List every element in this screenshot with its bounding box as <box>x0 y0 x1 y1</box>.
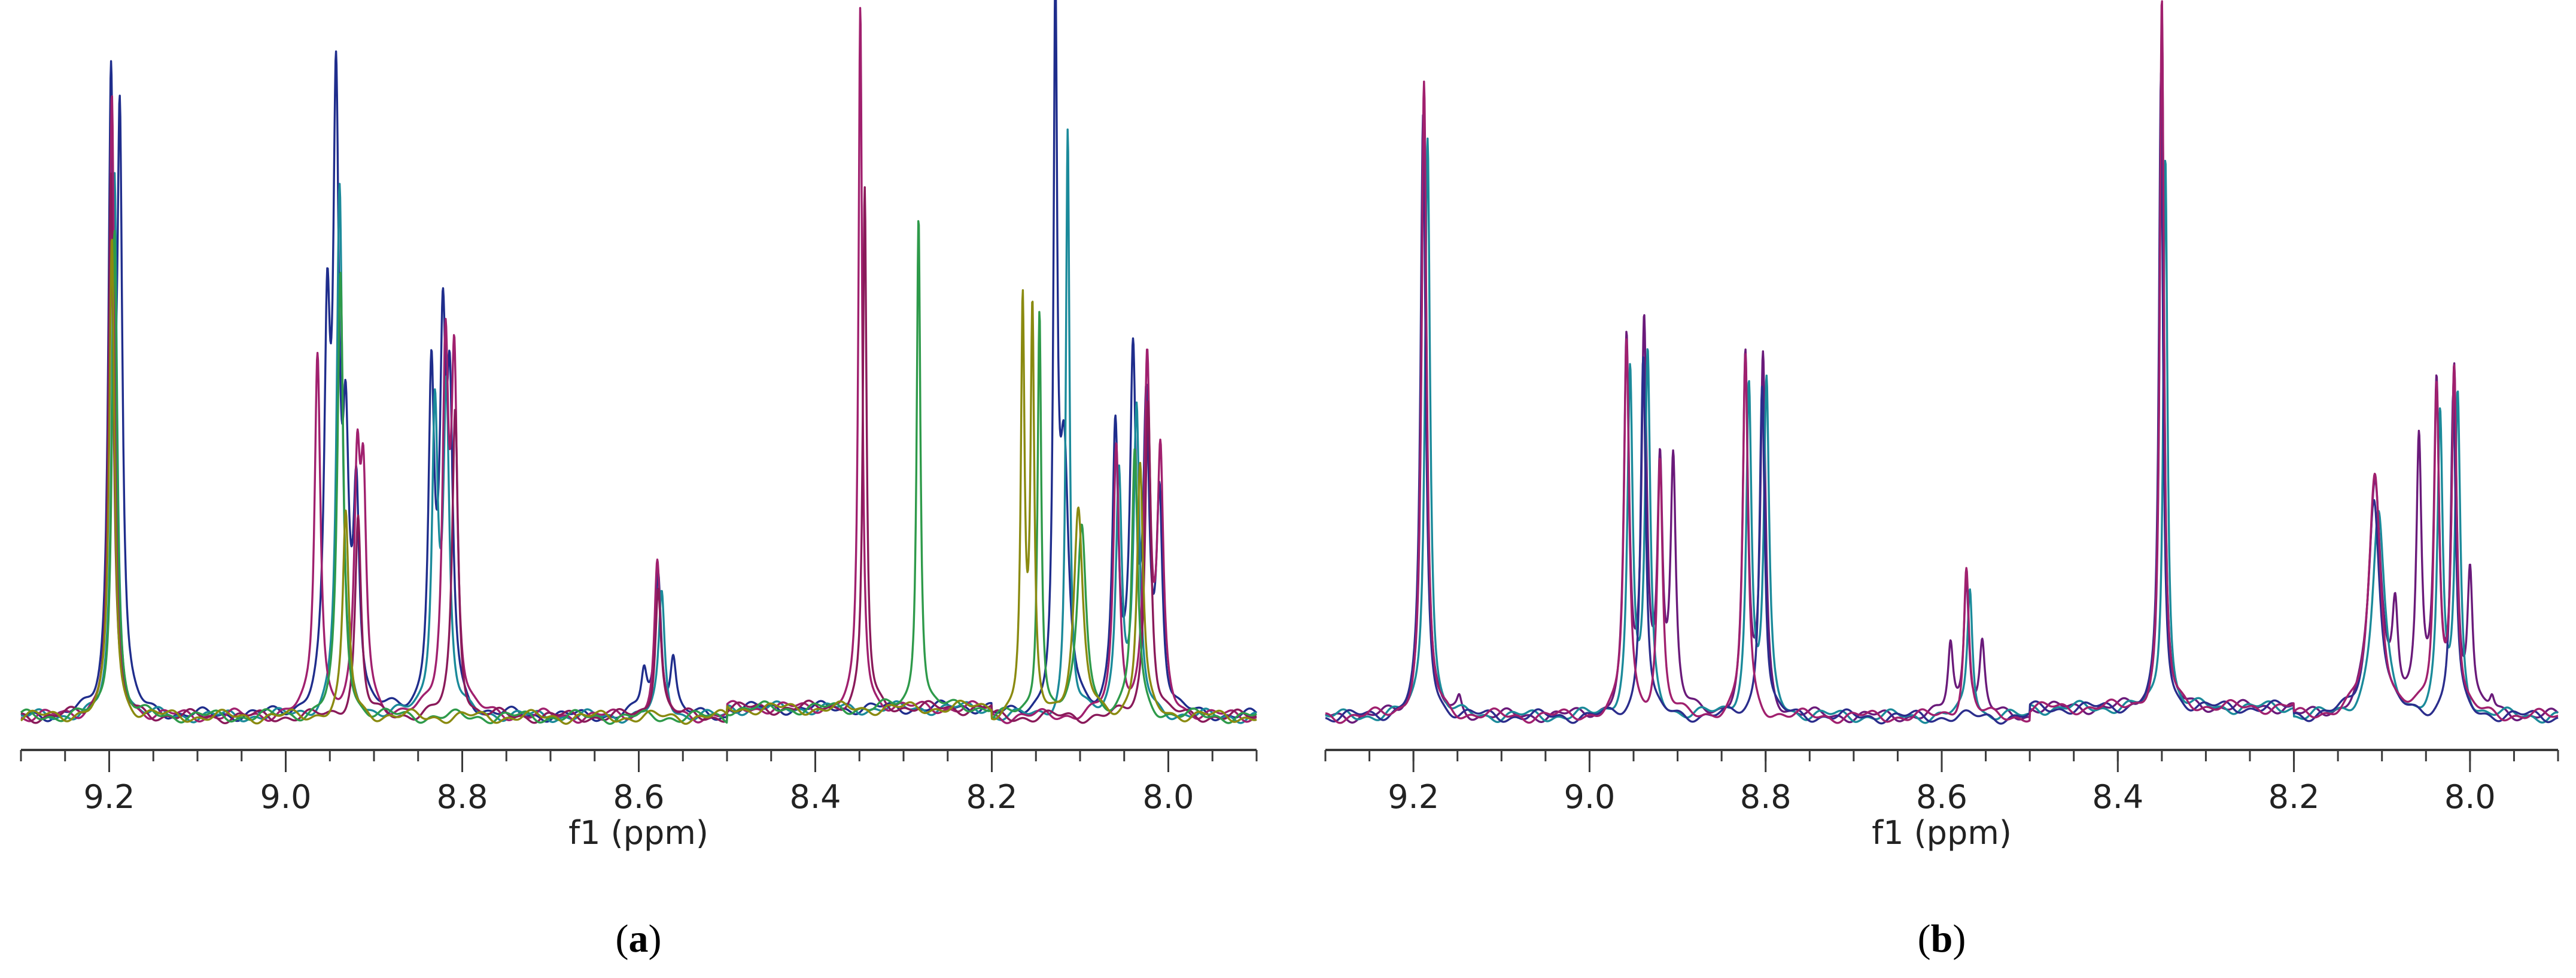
spectrum-a-5 <box>20 220 1257 725</box>
tick-label-a: 9.0 <box>260 778 312 816</box>
tick-label-a: 8.8 <box>437 778 488 816</box>
spectrum-b-3 <box>1325 72 2559 725</box>
x-ticks-b: 9.2 9.0 8.8 8.6 8.4 8.2 8.0 <box>1324 750 2559 816</box>
panel-label-a: (a) <box>616 917 662 961</box>
panel-label-b: (b) <box>1918 917 1966 961</box>
panel-a: 9.2 9.0 8.8 8.6 8.4 8.2 8.0 f1 (ppm) (a) <box>20 0 1258 961</box>
tick-label-b: 9.0 <box>1564 778 1615 816</box>
panel-letter-a: a <box>629 917 649 961</box>
spectrum-a-1 <box>20 0 1258 723</box>
tick-label-a: 8.0 <box>1143 778 1194 816</box>
x-ticks-a: 9.2 9.0 8.8 8.6 8.4 8.2 8.0 <box>20 750 1258 816</box>
x-axis-title-b: f1 (ppm) <box>1872 814 2012 852</box>
spectrum-a-6 <box>20 238 1257 725</box>
spectrum-b-2 <box>1325 137 2559 724</box>
tick-label-a: 8.2 <box>966 778 1018 816</box>
tick-label-b: 8.6 <box>1916 778 1967 816</box>
panel-b: 9.2 9.0 8.8 8.6 8.4 8.2 8.0 f1 (ppm) (b) <box>1324 0 2559 961</box>
tick-label-a: 8.6 <box>613 778 665 816</box>
panel-letter-b: b <box>1931 917 1953 961</box>
tick-label-b: 9.2 <box>1388 778 1439 816</box>
x-axis-title-a: f1 (ppm) <box>568 814 708 852</box>
spectrum-a-4 <box>20 172 1257 724</box>
tick-label-a: 9.2 <box>84 778 135 816</box>
spectra-b <box>1325 0 2559 725</box>
spectrum-b-1 <box>1325 16 2559 724</box>
tick-label-b: 8.8 <box>1740 778 1792 816</box>
spectra-a <box>20 0 1258 725</box>
tick-label-b: 8.2 <box>2268 778 2320 816</box>
tick-label-b: 8.0 <box>2444 778 2496 816</box>
tick-label-b: 8.4 <box>2092 778 2143 816</box>
tick-label-a: 8.4 <box>790 778 841 816</box>
spectrum-b-4 <box>1325 0 2559 724</box>
